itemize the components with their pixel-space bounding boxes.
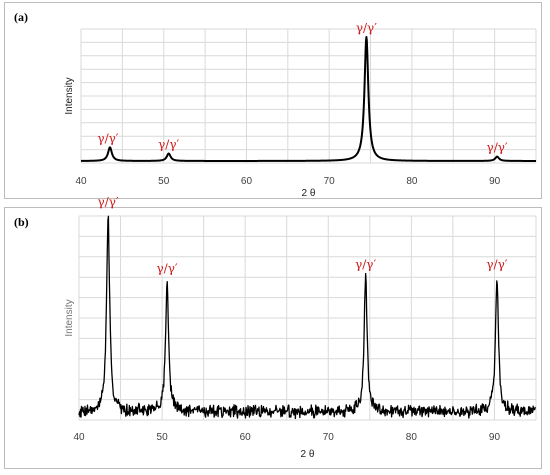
chart-b-x-tick-label: 70 <box>323 432 335 443</box>
chart-b-x-tick-label: 50 <box>157 432 169 443</box>
chart-b-peak-label: γ/γ′ <box>157 262 178 276</box>
chart-a-x-tick-label: 60 <box>241 176 253 187</box>
chart-a-x-tick-label: 40 <box>75 176 87 187</box>
chart-b-x-tick-label: 60 <box>240 432 252 443</box>
panel-a: (a) 2 θ Intensity 40 50 60 70 80 90 γ/γ′ γ/γ′ γ/… <box>4 2 542 199</box>
chart-a-peak-label: γ/γ′ <box>356 21 377 35</box>
chart-b: 2 θ Intensity 40 50 60 70 80 90 γ/γ′ γ/γ′ γ/γ′ γ/… <box>64 195 537 460</box>
chart-a-peak-label: γ/γ′ <box>158 138 179 152</box>
chart-b-x-axis-title: 2 θ <box>301 449 315 460</box>
chart-a-x-tick-label: 90 <box>489 176 501 187</box>
chart-a-intensity-line <box>80 36 537 162</box>
chart-b-peak-label: γ/γ′ <box>98 195 119 209</box>
chart-b-y-axis-title: Intensity <box>64 299 75 336</box>
chart-a-x-tick-label: 70 <box>324 176 336 187</box>
panel-a-label: (a) <box>14 10 28 24</box>
chart-a: 2 θ Intensity 40 50 60 70 80 90 γ/γ′ γ/γ′ γ/γ′ γ/… <box>64 21 537 199</box>
chart-b-peak-label: γ/γ′ <box>355 258 376 272</box>
chart-b-intensity-line <box>78 215 536 420</box>
chart-b-x-tick-label: 40 <box>73 432 85 443</box>
chart-b-x-tick-label: 80 <box>406 432 418 443</box>
panel-b-label: (b) <box>14 215 29 229</box>
chart-a-x-axis-title: 2 θ <box>302 188 316 199</box>
chart-b-peak-label: γ/γ′ <box>486 258 507 272</box>
panel-b: (b) 2 θ Intensity 40 50 60 70 80 90 γ/γ′ γ/γ′ γ/… <box>4 195 542 469</box>
chart-a-peak-label: γ/γ′ <box>487 141 508 155</box>
chart-a-y-axis-title: Intensity <box>64 77 75 114</box>
chart-b-x-tick-label: 90 <box>489 432 501 443</box>
chart-a-x-tick-label: 80 <box>406 176 418 187</box>
chart-a-x-tick-label: 50 <box>158 176 170 187</box>
chart-a-peak-label: γ/γ′ <box>97 131 118 145</box>
